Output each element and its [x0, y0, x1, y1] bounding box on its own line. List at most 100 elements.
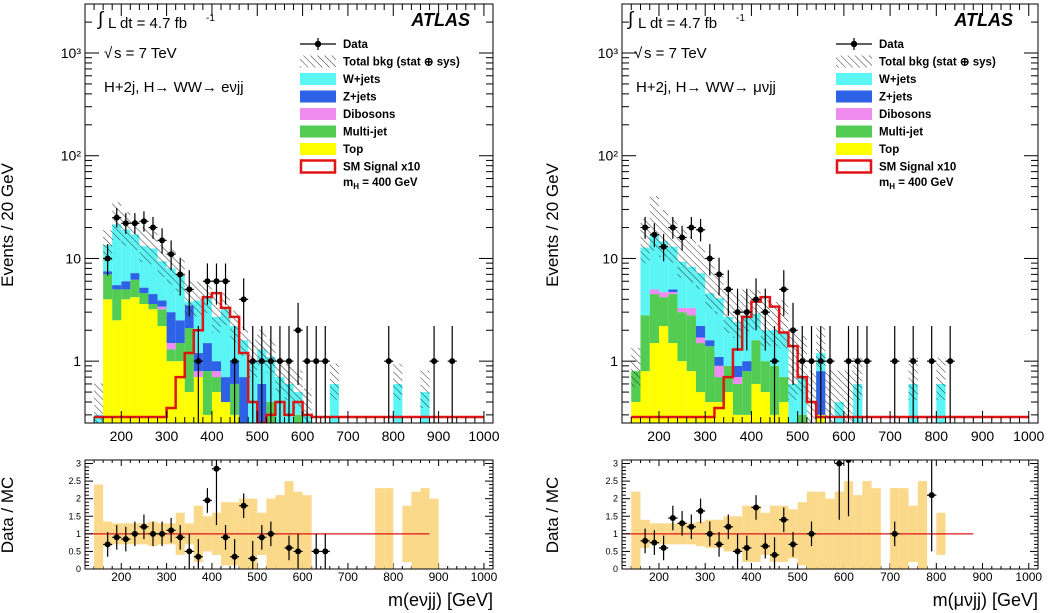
bar-top: [631, 402, 641, 423]
bar-top: [714, 402, 724, 423]
data-point: [159, 237, 166, 244]
ratio-y-tick-label: 1: [76, 529, 81, 539]
ratio-x-tick-label: 800: [926, 570, 946, 584]
ratio-x-tick-label: 200: [111, 570, 131, 584]
data-point: [168, 251, 175, 258]
ratio-point: [240, 502, 247, 509]
uncertainty-band: [329, 363, 339, 400]
legend-label: Top: [343, 144, 363, 156]
bar-dibosons: [658, 292, 669, 298]
ratio-band-bin: [853, 495, 863, 569]
main-frame: [621, 3, 1039, 424]
data-point: [799, 358, 806, 365]
bar-multijet: [760, 361, 770, 393]
right-energy-text: s = 7 TeV: [644, 45, 707, 62]
data-point: [204, 278, 211, 285]
bar-wjets: [166, 268, 176, 313]
y-tick-label: 10: [602, 250, 618, 266]
data-point: [177, 271, 184, 278]
ratio-band-bin: [899, 488, 909, 569]
ratio-y-tick-label: 2: [613, 494, 618, 504]
bar-multijet: [695, 343, 706, 393]
bar-multijet: [139, 293, 149, 305]
series-dibosons: [649, 289, 743, 384]
bar-multijet: [121, 289, 131, 300]
ratio-point: [140, 523, 147, 530]
ratio-point: [706, 530, 713, 537]
ratio-band-bin: [843, 481, 854, 569]
x-tick-label: 1000: [468, 428, 499, 444]
data-point: [385, 358, 392, 365]
bar-multijet: [668, 294, 678, 344]
legend-entry: Top: [300, 143, 363, 156]
ratio-plot-area: [622, 460, 974, 569]
bar-top: [695, 392, 706, 423]
bar-zjets: [211, 361, 221, 372]
ratio-x-tick-label: 700: [338, 570, 358, 584]
ratio-y-tick-label: 0.5: [605, 546, 618, 556]
ratio-band-bin: [284, 481, 294, 569]
ratio-y-tick-label: 0: [613, 564, 618, 574]
legend-entry: Total bkg (stat ⊕ sys): [300, 55, 460, 69]
right-lumi-exponent: -1: [736, 13, 745, 24]
y-axis-ticks: 1 10 10² 10³: [598, 3, 1038, 416]
right-main-plot: 11010²10³2002003003004004005005006006007…: [598, 3, 1045, 584]
bar-multijet: [658, 297, 669, 326]
uncertainty-band: [293, 370, 303, 408]
left-lumi-text: L dt = 4.7 fb: [108, 15, 187, 32]
ratio-x-tick-label: 400: [741, 570, 761, 584]
ratio-uncertainty-band: [631, 481, 946, 569]
data-point: [249, 358, 256, 365]
left-y-axis-label: Events / 20 GeV: [0, 162, 17, 286]
right-integral-sign: ∫: [627, 9, 635, 30]
bar-dibosons: [695, 337, 706, 344]
x-tick-label: 500: [246, 428, 270, 444]
bar-zjets: [130, 273, 140, 280]
legend-label: SM Signal x10: [343, 162, 420, 174]
bar-dibosons: [732, 377, 743, 384]
bar-top: [649, 343, 659, 423]
data-point: [240, 296, 247, 303]
left-sqrt-sign: √: [104, 45, 113, 62]
left-x-axis-label: m(eνjj) [GeV]: [388, 590, 493, 610]
bar-multijet: [166, 349, 176, 362]
bar-wjets: [658, 241, 669, 293]
legend-entry: W+jets: [300, 73, 380, 86]
bar-top: [202, 414, 212, 423]
ratio-point: [762, 543, 769, 550]
bar-wjets: [175, 275, 185, 321]
x-tick-label: 500: [786, 428, 810, 444]
bar-dibosons: [677, 307, 687, 313]
legend-entry: Dibosons: [300, 108, 395, 121]
uncertainty-band: [94, 383, 104, 423]
uncertainty-band: [640, 218, 650, 264]
data-point: [706, 255, 713, 262]
bar-multijet: [742, 371, 752, 415]
data-point: [845, 358, 852, 365]
legend-label: W+jets: [879, 74, 916, 86]
legend-mass-note: mH = 400 GeV: [343, 177, 418, 191]
data-point: [122, 220, 129, 227]
ratio-x-tick-label: 200: [649, 570, 669, 584]
data-point: [863, 358, 870, 365]
main-frame: [84, 3, 494, 424]
data-point: [790, 327, 797, 334]
bar-dibosons: [649, 289, 659, 295]
bar-top: [184, 392, 194, 423]
data-point: [642, 224, 649, 231]
data-point: [267, 358, 274, 365]
bar-top: [130, 297, 140, 423]
legend-label: W+jets: [343, 74, 380, 86]
left-main-plot: 11010²10³2002003003004004005005006006007…: [61, 3, 500, 584]
uncertainty-band: [769, 301, 780, 347]
bar-zjets: [139, 287, 149, 294]
legend-swatch-dibosons: [836, 108, 872, 120]
data-point: [313, 358, 320, 365]
ratio-point: [267, 530, 274, 537]
ratio-band-bin: [411, 491, 421, 569]
uncertainty-band: [695, 245, 706, 290]
y-tick-label: 10: [65, 250, 81, 266]
ratio-band-bin: [293, 491, 303, 569]
bar-wjets: [695, 273, 706, 326]
legend-swatch-wjets: [836, 73, 872, 85]
